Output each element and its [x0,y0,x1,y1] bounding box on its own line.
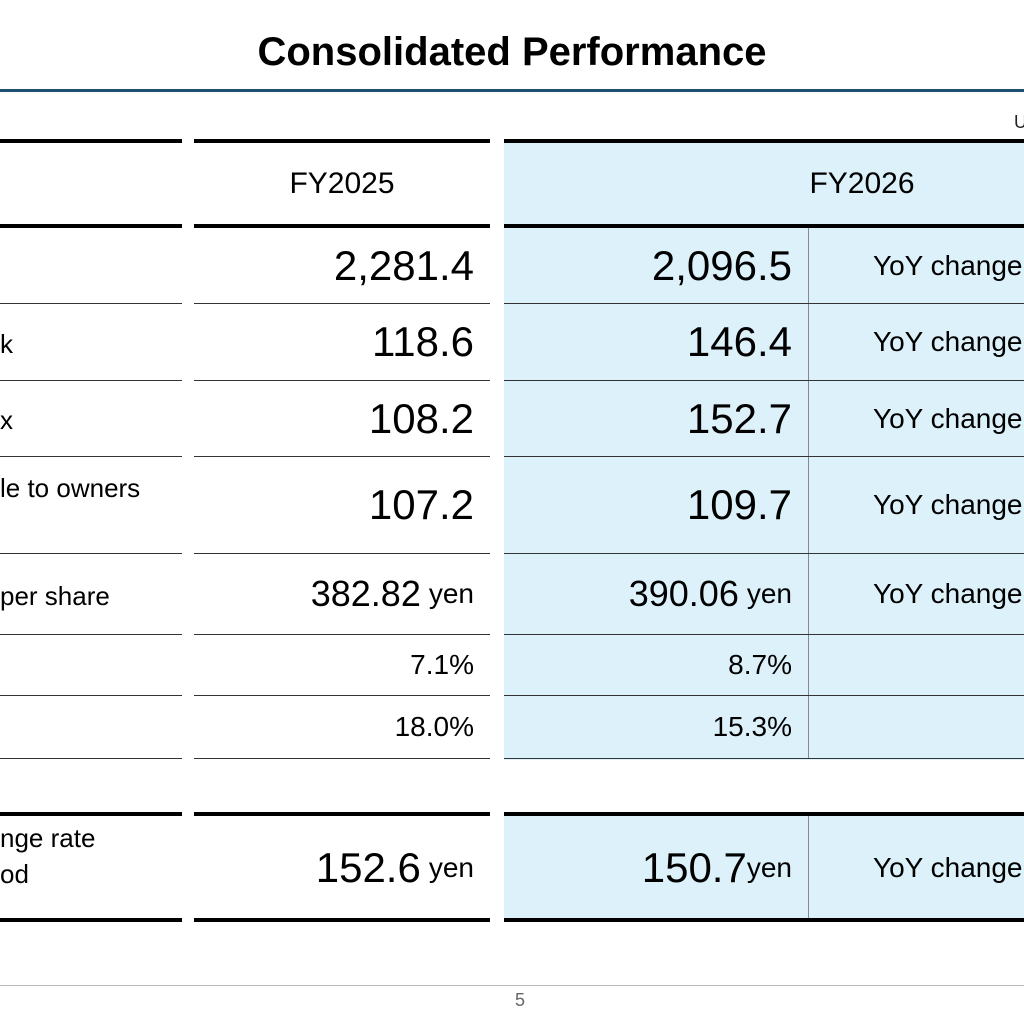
fy2026-value: 150.7 yen [504,816,792,920]
row-rule [194,303,490,304]
row-label: nge rate od [0,823,96,889]
fy2025-value: 152.6 yen [194,816,474,920]
rule-exchange-top [0,812,182,816]
rule-bottom [0,918,182,922]
fy2025-value: 118.6 [372,318,474,365]
rule-top-fy2025 [194,139,490,143]
row-rule [194,758,490,759]
header-fy2025: FY2025 [289,167,395,200]
row-rule [504,553,1024,554]
fy2026-unit: yen [746,578,792,609]
fy2026-value: 15.3% [712,711,792,742]
rule-bottom [194,918,490,922]
row-label: x [0,405,13,435]
row-rule [194,380,490,381]
yoy-change: YoY change [873,403,1023,434]
yoy-change: YoY change [873,326,1023,357]
row-rule [504,695,1024,696]
page-number: 5 [514,990,525,1010]
row-label: le to owners [0,473,141,503]
fy2026-number: 150.7 [641,844,747,891]
yoy-column-divider [808,228,809,758]
unit-note: U [1014,112,1024,132]
row-rule [0,634,182,635]
fy2026-value: 8.7% [728,649,792,680]
fy2025-number: 152.6 [315,844,421,891]
fy2025-value: 108.2 [368,395,474,442]
table-gap [504,760,1024,812]
row-rule [194,695,490,696]
fy2025-value: 2,281.4 [333,242,474,289]
footer-rule [0,985,1024,986]
fy2025-value: 382.82 yen [194,554,474,634]
yoy-change: YoY change [873,489,1023,520]
yoy-change: YoY change [873,578,1023,609]
row-rule [504,380,1024,381]
rule-bottom [504,918,1024,922]
rule-header-fy2025 [194,224,490,228]
rule-exchange-top [194,812,490,816]
rule-header-fy2026 [504,224,1024,228]
row-rule [0,553,182,554]
row-rule [0,303,182,304]
row-rule [0,758,182,759]
fy2025-unit: yen [428,852,474,883]
fy2025-value: 18.0% [394,711,474,742]
fy2026-unit: yen [746,852,792,883]
header-fy2026: FY2026 [809,167,915,200]
row-rule [194,456,490,457]
row-rule [194,634,490,635]
fy2026-number: 390.06 [628,573,739,614]
rule-exchange-top [504,812,1024,816]
yoy-change: YoY change [873,852,1023,883]
rule-header-label [0,224,182,228]
fy2026-value: 152.7 [686,395,792,442]
row-rule [0,380,182,381]
yoy-change: YoY change [873,250,1023,281]
row-rule [504,456,1024,457]
fy2025-value: 7.1% [410,649,474,680]
row-rule [504,634,1024,635]
yoy-column-divider-exchange [808,816,809,920]
title-underline [0,89,1024,92]
rule-top-fy2026 [504,139,1024,143]
fy2026-value: 109.7 [686,481,792,528]
row-rule [504,303,1024,304]
row-rule [0,456,182,457]
row-rule [194,553,490,554]
fy2026-value: 2,096.5 [651,242,792,289]
fy2025-value: 107.2 [368,481,474,528]
row-label: k [0,329,13,359]
row-rule [504,758,1024,759]
fy2025-unit: yen [428,578,474,609]
rule-top-label [0,139,182,143]
slide-title: Consolidated Performance [257,30,767,74]
fy2025-number: 382.82 [310,573,421,614]
row-rule [0,695,182,696]
row-label: per share [0,581,110,611]
fy2026-value: 390.06 yen [504,554,792,634]
fy2026-value: 146.4 [686,318,792,365]
